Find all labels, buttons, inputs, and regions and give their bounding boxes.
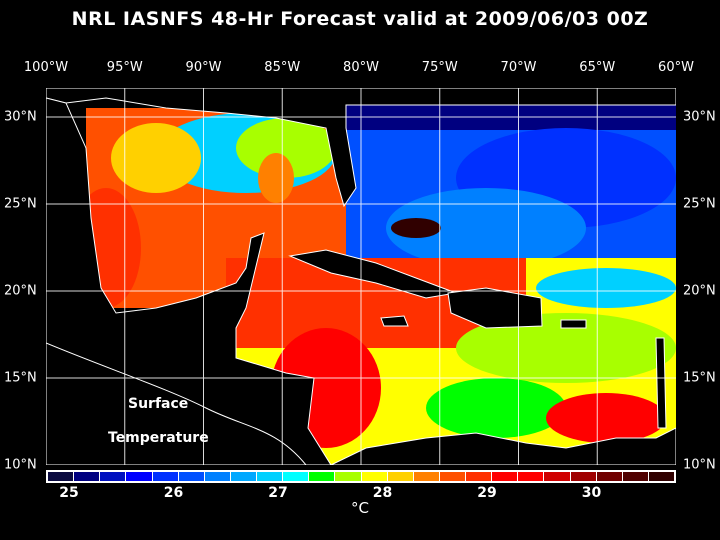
lon-label: 80°W <box>343 60 379 75</box>
color-swatch <box>648 472 674 481</box>
lon-label: 70°W <box>500 60 537 75</box>
color-swatch <box>126 472 152 481</box>
color-swatch <box>622 472 648 481</box>
color-swatch <box>100 472 126 481</box>
lon-label: 90°W <box>185 60 222 75</box>
color-swatch <box>230 472 256 481</box>
color-swatch <box>48 472 74 481</box>
lat-label: 10°N <box>683 457 716 473</box>
color-swatch <box>361 472 387 481</box>
lesser-antilles-land <box>655 337 667 429</box>
lat-label: 15°N <box>4 370 37 386</box>
color-swatch <box>152 472 178 481</box>
lon-label: 75°W <box>421 60 458 75</box>
color-swatch <box>178 472 204 481</box>
colorbar-tick-label: 25 <box>59 485 79 501</box>
lat-label: 10°N <box>4 457 37 473</box>
color-swatch <box>413 472 439 481</box>
color-swatch <box>387 472 413 481</box>
jamaica-land <box>380 315 409 327</box>
graticule <box>46 88 676 465</box>
land-masses <box>46 88 676 465</box>
lat-label: 15°N <box>683 370 716 386</box>
colorbar-tick-label: 26 <box>163 485 184 501</box>
lat-label: 25°N <box>4 196 37 212</box>
color-swatch <box>544 472 570 481</box>
lat-label: 20°N <box>683 283 716 299</box>
pacific-coastline <box>46 342 307 465</box>
lon-label: 60°W <box>658 60 694 75</box>
color-swatch <box>518 472 544 481</box>
color-swatch <box>570 472 596 481</box>
color-swatch <box>74 472 100 481</box>
puerto-rico-land <box>560 319 587 329</box>
north-america-land <box>46 88 676 208</box>
color-swatch <box>492 472 518 481</box>
colorbar-tick-label: 30 <box>581 485 602 501</box>
colorbar-tick-label: 28 <box>372 485 393 501</box>
color-bar <box>46 470 676 483</box>
colorbar-tick-label: 27 <box>268 485 288 501</box>
lon-label: 65°W <box>579 60 616 75</box>
lon-label: 95°W <box>106 60 143 75</box>
south-america-land <box>330 427 676 465</box>
color-swatch <box>439 472 465 481</box>
colorbar-tick-label: 29 <box>477 485 497 501</box>
lat-label: 30°N <box>4 109 37 125</box>
unit-label: °C <box>351 499 369 517</box>
lon-label: 100°W <box>23 60 69 75</box>
map-label-temperature: Temperature <box>108 430 209 446</box>
color-swatch <box>596 472 622 481</box>
lat-label: 20°N <box>4 283 37 299</box>
lon-label: 85°W <box>264 60 301 75</box>
lat-label: 30°N <box>683 109 716 125</box>
color-swatch <box>283 472 309 481</box>
color-swatch <box>257 472 283 481</box>
color-swatch <box>204 472 230 481</box>
color-swatch <box>309 472 335 481</box>
map-label-surface: Surface <box>128 396 189 412</box>
lat-label: 25°N <box>683 196 716 212</box>
sea-surface-temperature-map <box>46 88 676 465</box>
map-title: NRL IASNFS 48-Hr Forecast valid at 2009/… <box>71 8 649 30</box>
color-swatch <box>466 472 492 481</box>
mexico-central-america-land <box>46 97 332 465</box>
color-swatch <box>335 472 361 481</box>
